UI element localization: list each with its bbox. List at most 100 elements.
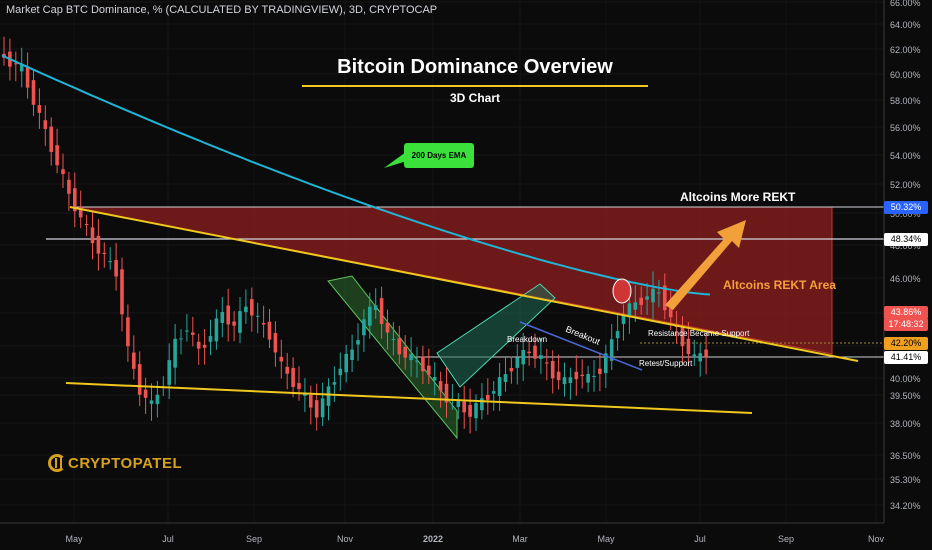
candle (214, 318, 219, 342)
y-tick-label: 34.20% (890, 501, 921, 511)
candle (297, 383, 301, 389)
candle (255, 315, 260, 317)
logo-icon (48, 454, 66, 472)
breakout-line (519, 321, 643, 371)
lower-support-line (65, 382, 753, 414)
candle (309, 394, 313, 408)
candle (14, 63, 18, 65)
candle (663, 285, 667, 311)
candle (267, 321, 272, 340)
up-channel (436, 283, 556, 388)
candle (462, 401, 466, 413)
candle (285, 366, 289, 374)
y-tick-label: 52.00% (890, 180, 921, 190)
candle (421, 356, 425, 372)
x-tick-label: Sep (246, 534, 262, 544)
resistance-support-label: Resistance Became Support (648, 329, 750, 338)
candle (96, 235, 101, 254)
candle (521, 350, 525, 365)
candle (238, 311, 242, 333)
candle (491, 391, 496, 394)
candle (208, 336, 213, 342)
candle (61, 169, 65, 175)
candle (108, 261, 112, 263)
candle (539, 355, 543, 359)
candle (480, 398, 484, 411)
more-rekt-label: Altcoins More REKT (680, 190, 796, 204)
rekt-area-label: Altcoins REKT Area (723, 278, 836, 292)
candle (167, 360, 171, 385)
y-axis: 66.00% 64.00% 62.00% 60.00% 58.00% 56.00% 54.0… (890, 0, 921, 511)
candle (78, 206, 83, 218)
candle (692, 354, 697, 356)
candle (291, 367, 295, 387)
candle (273, 333, 278, 353)
candle (37, 105, 42, 113)
candle (698, 353, 702, 362)
ema-callout-pointer (384, 152, 410, 168)
candle (232, 321, 236, 326)
candle (84, 224, 89, 226)
candle (250, 299, 254, 316)
candle (562, 377, 567, 385)
candle (379, 298, 384, 325)
x-tick-label: May (597, 534, 615, 544)
candle (362, 319, 366, 336)
candle (102, 252, 107, 255)
candle (550, 361, 555, 379)
brand-logo: CRYPTOPATEL (48, 452, 182, 474)
candle (155, 394, 160, 405)
level-tag-41: 41.41% (884, 351, 928, 364)
candle (527, 351, 531, 354)
retest-label: Retest/Support (639, 359, 693, 368)
x-tick-label: Jul (694, 534, 706, 544)
candle (19, 64, 24, 72)
candle (651, 288, 655, 303)
candle (468, 404, 472, 417)
candle (627, 303, 632, 318)
x-tick-label: Nov (337, 534, 354, 544)
candle (350, 349, 354, 360)
x-axis: May Jul Sep Nov 2022 Mar May Jul Sep Nov (65, 534, 884, 544)
candle (680, 327, 685, 347)
candle (196, 341, 201, 349)
highlight-circle (612, 278, 632, 304)
candle (592, 375, 596, 377)
candle (173, 338, 177, 368)
chart-subtitle: 3D Chart (449, 91, 500, 105)
candle (639, 297, 643, 305)
candle (444, 383, 449, 403)
candle (55, 145, 59, 166)
candle (49, 126, 53, 152)
candle (191, 332, 195, 335)
candle (202, 344, 207, 348)
y-tick-label: 50.00% (890, 209, 921, 219)
candle (226, 305, 230, 325)
candle (67, 179, 71, 194)
y-tick-label: 39.50% (890, 391, 921, 401)
current-price-tag: 43.86% (884, 306, 928, 319)
candle (332, 382, 337, 385)
candle (509, 367, 514, 372)
candle (604, 353, 608, 374)
candles (2, 36, 708, 434)
candle (338, 368, 343, 376)
candle (609, 339, 614, 361)
candle (90, 227, 95, 244)
candle (391, 339, 396, 341)
y-tick-label: 46.00% (890, 274, 921, 284)
candle (586, 374, 590, 383)
candle (621, 314, 626, 324)
candle (486, 394, 490, 400)
candle (385, 322, 390, 333)
candle (568, 377, 573, 384)
candle (356, 340, 360, 345)
y-tick-label: 40.00% (890, 374, 921, 384)
candle (126, 317, 130, 347)
ema-200-line (1, 54, 711, 296)
x-tick-label: Nov (868, 534, 885, 544)
breakdown-label: Breakdown (507, 335, 548, 344)
candle (415, 360, 419, 362)
candle (120, 269, 124, 315)
